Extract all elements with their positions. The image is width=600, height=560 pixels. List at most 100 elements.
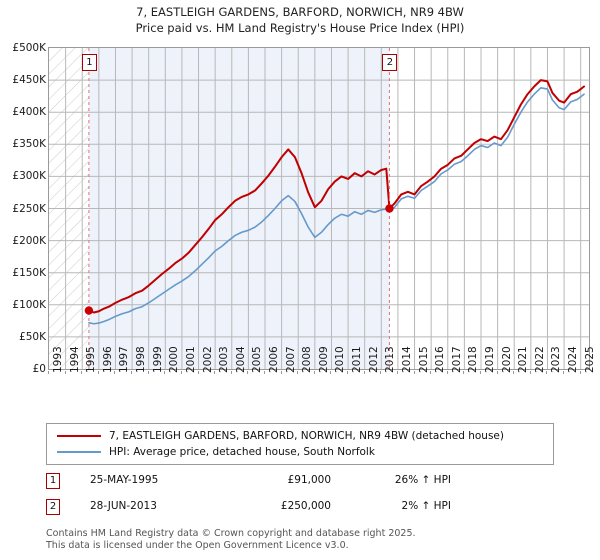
transaction-date-2: 28-JUN-2013 xyxy=(90,500,157,512)
x-tick-label: 2002 xyxy=(201,346,214,373)
y-axis: £0 £50K £100K £150K £200K £250K £300K £350K £400… xyxy=(0,42,46,375)
transaction-price-2: £250,000 xyxy=(280,500,331,512)
x-tick-mark xyxy=(330,371,332,374)
sale-point-1 xyxy=(84,306,94,315)
x-tick-mark xyxy=(48,371,49,374)
x-tick-mark xyxy=(579,371,581,374)
transaction-hpi-delta-1: 26% ↑ HPI xyxy=(394,474,451,486)
x-tick-mark xyxy=(396,371,398,374)
y-tick-label: £150K xyxy=(12,266,46,279)
x-tick-label: 2010 xyxy=(334,346,347,373)
x-tick-mark xyxy=(164,371,166,374)
x-tick-label: 1998 xyxy=(135,346,148,373)
x-tick-label: 2017 xyxy=(450,346,463,373)
x-tick-mark xyxy=(480,371,481,374)
x-tick-mark xyxy=(114,371,116,374)
chart-marker-badge-2: 2 xyxy=(382,54,398,71)
x-tick-mark xyxy=(297,371,299,374)
y-tick-label: £500K xyxy=(12,42,46,54)
legend-item-property: 7, EASTLEIGH GARDENS, BARFORD, NORWICH, … xyxy=(53,428,547,444)
transaction-date-1: 25-MAY-1995 xyxy=(90,474,159,486)
title-line-2: Price paid vs. HM Land Registry's House … xyxy=(135,21,465,35)
x-tick-mark xyxy=(347,371,349,374)
x-tick-mark xyxy=(247,371,249,374)
x-tick-label: 2016 xyxy=(434,346,447,373)
series-line-hpi xyxy=(88,86,585,325)
y-tick-label: £250K xyxy=(12,202,46,215)
x-tick-label: 1994 xyxy=(68,346,81,373)
x-tick-mark xyxy=(214,371,216,374)
x-tick-mark xyxy=(430,371,432,374)
x-tick-mark xyxy=(197,371,199,374)
legend-swatch-hpi-icon xyxy=(57,451,101,453)
x-tick-mark xyxy=(81,371,83,374)
sale-point-2 xyxy=(385,204,394,213)
x-tick-mark xyxy=(97,371,99,374)
x-tick-mark xyxy=(363,371,365,374)
y-tick-label: £200K xyxy=(12,234,46,247)
y-tick-label: £350K xyxy=(12,138,46,151)
x-tick-label: 1993 xyxy=(52,346,64,373)
x-tick-mark xyxy=(230,371,232,374)
x-tick-mark xyxy=(513,371,515,374)
table-row: 2 28-JUN-2013 £250,000 2% ↑ HPI xyxy=(46,498,566,524)
x-tick-label: 2007 xyxy=(284,346,297,373)
x-tick-label: 1997 xyxy=(118,346,131,373)
page-title: 7, EASTLEIGH GARDENS, BARFORD, NORWICH, … xyxy=(0,4,600,36)
x-tick-label: 2020 xyxy=(500,346,513,373)
title-line-1: 7, EASTLEIGH GARDENS, BARFORD, NORWICH, … xyxy=(136,5,464,19)
x-tick-label: 2012 xyxy=(367,346,380,373)
x-tick-mark xyxy=(264,371,265,374)
x-tick-label: 1995 xyxy=(85,346,98,373)
x-tick-label: 1999 xyxy=(151,346,164,373)
y-tick-label: £300K xyxy=(12,170,46,183)
x-tick-label: 2019 xyxy=(484,346,496,373)
x-tick-label: 2015 xyxy=(417,346,430,373)
transaction-marker-2: 2 xyxy=(46,499,60,515)
transaction-marker-1: 1 xyxy=(46,473,60,489)
x-tick-label: 2005 xyxy=(251,346,264,373)
x-tick-mark xyxy=(280,371,282,374)
chart-marker-badge-1: 1 xyxy=(81,54,97,71)
x-tick-label: 2018 xyxy=(467,346,480,373)
x-tick-mark xyxy=(463,371,465,374)
x-tick-label: 2023 xyxy=(550,346,563,373)
x-tick-label: 2009 xyxy=(317,346,330,373)
y-tick-label: £0 xyxy=(32,363,46,375)
x-tick-mark xyxy=(496,371,498,374)
x-tick-label: 2004 xyxy=(234,346,247,373)
x-tick-mark xyxy=(313,371,315,374)
series-line-property xyxy=(87,79,586,314)
x-tick-label: 2024 xyxy=(567,346,580,373)
transaction-price-1: £91,000 xyxy=(287,474,331,486)
footer-line-2: This data is licensed under the Open Gov… xyxy=(46,539,349,551)
legend-swatch-property-icon xyxy=(57,435,101,437)
x-tick-mark xyxy=(380,371,382,374)
x-tick-mark xyxy=(546,371,548,374)
x-tick-label: 2003 xyxy=(218,346,231,373)
x-tick-label: 1996 xyxy=(101,346,114,373)
x-axis: 1993 1994 1995 1996 1997 1998 1999 2000 2001 2002… xyxy=(48,346,596,411)
transaction-table: 1 25-MAY-1995 £91,000 26% ↑ HPI 2 28-JUN… xyxy=(46,472,566,524)
x-tick-label: 2013 xyxy=(384,346,397,373)
x-tick-mark xyxy=(180,371,182,374)
y-tick-label: £100K xyxy=(12,298,46,311)
legend-label-property: 7, EASTLEIGH GARDENS, BARFORD, NORWICH, … xyxy=(109,430,504,442)
x-tick-mark xyxy=(446,371,448,374)
x-tick-mark xyxy=(131,371,133,374)
y-tick-label: £50K xyxy=(19,330,46,343)
x-tick-label: 2025 xyxy=(583,346,596,373)
copyright-footer: Contains HM Land Registry data © Crown c… xyxy=(46,528,586,551)
x-tick-label: 2011 xyxy=(351,346,364,373)
x-tick-mark xyxy=(413,371,415,374)
table-row: 1 25-MAY-1995 £91,000 26% ↑ HPI xyxy=(46,472,566,498)
x-tick-label: 2000 xyxy=(168,346,181,373)
x-tick-label: 2022 xyxy=(533,346,546,373)
x-tick-label: 2006 xyxy=(268,346,280,373)
x-tick-mark xyxy=(147,371,149,374)
y-tick-label: £400K xyxy=(12,106,46,119)
x-tick-label: 2001 xyxy=(184,346,197,373)
legend-item-hpi: HPI: Average price, detached house, Sout… xyxy=(53,444,547,460)
x-tick-mark xyxy=(64,371,66,374)
